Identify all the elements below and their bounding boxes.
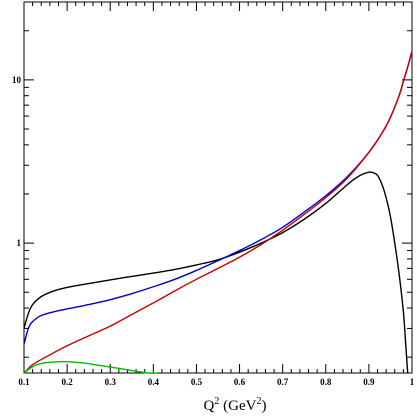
x-tick-label: 0.8 xyxy=(320,377,332,387)
plot-frame xyxy=(23,1,413,374)
series-line-1 xyxy=(23,171,409,374)
x-tick-label: 0.1 xyxy=(18,377,30,387)
series-line-3 xyxy=(23,50,413,374)
series-group xyxy=(23,50,413,374)
x-tick-label: 0.7 xyxy=(277,377,289,387)
x-tick-label: 0.6 xyxy=(234,377,246,387)
x-tick-label: 0.3 xyxy=(105,377,117,387)
x-tick-label: 1 xyxy=(410,377,415,387)
y-axis-ticks: 1 10 xyxy=(12,1,412,358)
y-tick-label: 10 xyxy=(12,75,22,85)
x-tick-label: 0.5 xyxy=(191,377,203,387)
x-axis-ticks: 0.1 0.2 0.3 0.4 0.5 0.6 0.7 0.8 0.9 1 xyxy=(18,2,415,387)
x-tick-label: 0.9 xyxy=(363,377,375,387)
series-line-4 xyxy=(23,360,158,374)
x-tick-label: 0.4 xyxy=(148,377,160,387)
x-tick-label: 0.2 xyxy=(61,377,73,387)
y-tick-label: 1 xyxy=(17,238,22,248)
series-line-2 xyxy=(23,50,413,345)
x-axis-label: Q2 (GeV2) xyxy=(204,396,267,414)
